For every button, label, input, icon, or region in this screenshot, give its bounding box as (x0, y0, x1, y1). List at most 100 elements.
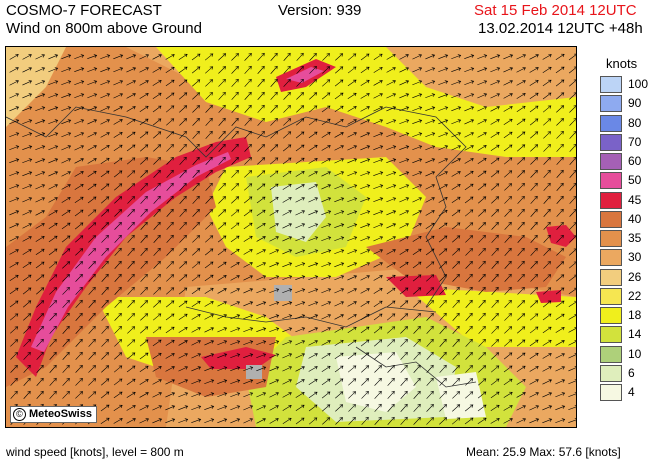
wind-arrow (100, 80, 111, 86)
wind-arrow (503, 131, 513, 139)
wind-arrow (283, 91, 291, 100)
wind-arrow (48, 171, 59, 177)
wind-arrow (243, 405, 254, 411)
field-zone (536, 290, 561, 303)
wind-arrow (308, 210, 319, 216)
wind-arrow (543, 287, 552, 295)
wind-arrow (113, 67, 124, 73)
wind-arrow (555, 418, 566, 424)
wind-arrow (75, 351, 83, 360)
legend-swatch (600, 249, 622, 267)
wind-arrow (114, 286, 122, 295)
wind-arrow (373, 66, 383, 73)
wind-arrow (451, 196, 461, 204)
wind-arrow (205, 235, 214, 243)
wind-arrow (387, 377, 395, 386)
wind-arrow (191, 274, 201, 282)
wind-arrow (35, 171, 46, 177)
wind-arrow (87, 209, 97, 217)
legend-swatch (600, 210, 622, 228)
field-zone (6, 47, 66, 127)
wind-arrow (516, 105, 526, 113)
wind-arrow (295, 262, 306, 268)
wind-arrow (464, 183, 474, 191)
wind-arrow (114, 222, 122, 230)
wind-arrow (530, 221, 538, 230)
wind-arrow (399, 145, 410, 150)
wind-arrow (542, 53, 552, 60)
wind-arrow (75, 338, 83, 347)
wind-arrow (153, 300, 162, 308)
wind-arrow (373, 184, 384, 190)
wind-arrow (204, 53, 214, 61)
wind-arrow (347, 66, 357, 74)
wind-arrow (9, 119, 20, 125)
wind-arrow (243, 262, 253, 268)
wind-arrow (321, 262, 332, 268)
wind-arrow (282, 157, 292, 165)
wind-arrow (35, 158, 46, 164)
wind-arrow (140, 247, 148, 256)
wind-arrow (373, 326, 383, 334)
wind-arrow (309, 66, 317, 74)
wind-arrow (386, 119, 397, 125)
wind-arrow (48, 93, 59, 99)
wind-arrow (542, 79, 552, 87)
wind-arrow (425, 132, 436, 138)
wind-arrow (126, 378, 136, 386)
wind-arrow (179, 221, 187, 230)
wind-arrow (62, 377, 70, 386)
wind-arrow (191, 405, 202, 411)
wind-arrow (529, 118, 539, 126)
wind-arrow (516, 67, 526, 73)
wind-arrow (425, 261, 435, 269)
wind-arrow (373, 236, 384, 242)
wind-arrow (555, 300, 565, 308)
wind-arrow (88, 365, 96, 373)
wind-arrow (399, 80, 410, 86)
wind-arrow (35, 274, 45, 282)
wind-arrow (230, 314, 241, 320)
footer-variable-info: wind speed [knots], level = 800 m (6, 445, 184, 459)
wind-arrow (192, 156, 200, 165)
wind-arrow (295, 249, 306, 255)
wind-arrow (543, 221, 551, 230)
wind-arrow (166, 169, 174, 178)
wind-arrow (243, 301, 254, 307)
wind-arrow (516, 365, 526, 373)
wind-arrow (490, 404, 500, 411)
wind-arrow (166, 287, 175, 295)
wind-arrow (62, 391, 70, 399)
wind-arrow (412, 210, 422, 216)
wind-arrow (256, 275, 267, 281)
wind-arrow (295, 288, 306, 294)
wind-arrow (308, 223, 319, 229)
wind-arrow (282, 314, 293, 320)
wind-arrow (412, 184, 423, 190)
wind-arrow (283, 78, 291, 87)
wind-arrow (530, 300, 539, 308)
wind-arrow (321, 301, 332, 307)
wind-arrow (101, 247, 109, 256)
wind-arrow (568, 379, 576, 385)
wind-arrow (438, 106, 449, 112)
wind-arrow (165, 339, 175, 346)
wind-arrow (218, 156, 226, 165)
wind-arrow (10, 339, 19, 347)
wind-arrow (48, 132, 59, 138)
wind-arrow (205, 79, 214, 87)
wind-arrow (152, 339, 162, 347)
wind-arrow (204, 405, 215, 410)
wind-arrow (295, 157, 305, 165)
wind-arrow (35, 93, 46, 99)
wind-arrow (568, 340, 576, 346)
wind-arrow (49, 300, 57, 308)
wind-arrow (166, 208, 174, 217)
wind-arrow (22, 300, 32, 308)
wind-arrow (205, 156, 213, 165)
wind-arrow (426, 351, 434, 360)
wind-arrow (48, 222, 58, 229)
field-zone (6, 157, 216, 387)
wind-arrow (321, 288, 332, 294)
wind-arrow (361, 416, 369, 425)
